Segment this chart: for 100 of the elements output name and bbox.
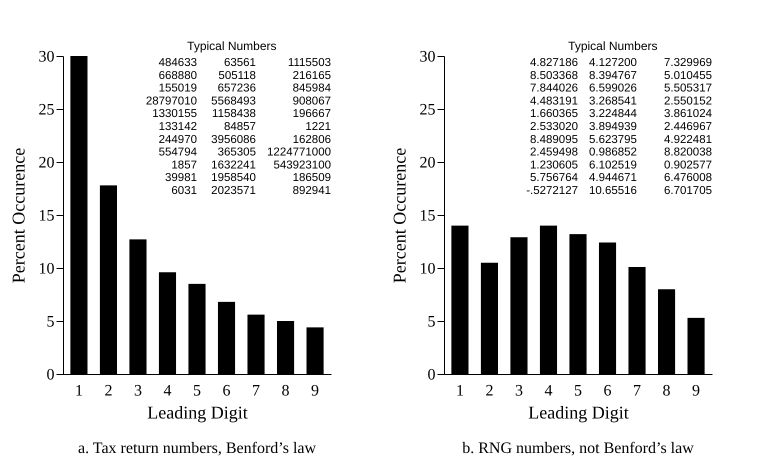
annotation: 84857 [224, 121, 256, 133]
text: b. RNG numbers, not Benford’s law [462, 440, 694, 457]
annotation: 3.861024 [664, 108, 713, 120]
annotation: 4.827186 [530, 57, 578, 69]
annotation: 186509 [292, 172, 331, 184]
y-tick-label: 5 [46, 314, 54, 330]
x-tick-label: 9 [692, 382, 700, 400]
y-tick-label: 30 [420, 48, 436, 66]
y-axis-title: Percent Occurence [8, 148, 28, 284]
annotation: 0.902577 [664, 159, 712, 172]
annotation: 3.894939 [588, 121, 637, 133]
annotation: 6031 [171, 185, 197, 197]
annotation: 3956086 [211, 134, 256, 146]
annotation: 543923100 [273, 159, 331, 172]
annotation: 8.820038 [664, 146, 712, 159]
annotation: 1632241 [211, 159, 256, 172]
annotation: 6.476008 [664, 172, 712, 184]
annotation: 554794 [158, 146, 198, 159]
annotation: 133142 [158, 121, 197, 133]
x-tick-label: 3 [134, 382, 142, 400]
x-tick-label: 2 [104, 382, 112, 400]
annotation: 5.756764 [530, 172, 579, 184]
annotation: 6.701705 [664, 185, 712, 197]
annotation: 2.459498 [530, 146, 578, 159]
y-tick-label: 20 [38, 154, 54, 172]
annotation: 657236 [218, 82, 256, 95]
y-tick-label: 10 [420, 260, 436, 278]
annotation: 244970 [158, 134, 197, 146]
x-tick-label: 9 [311, 382, 320, 400]
annotation: 845984 [292, 82, 332, 95]
x-axis-title: Leading Digit [528, 402, 629, 422]
annotation: 6.102519 [588, 159, 637, 172]
text: Typical Numbers [187, 39, 277, 53]
x-tick-label: 1 [74, 382, 83, 400]
text: a. Tax return numbers, Benford’s law [78, 440, 316, 457]
annotation: 3.224844 [588, 108, 638, 120]
annotation: 892941 [292, 185, 331, 197]
annotation: 1857 [171, 159, 197, 172]
y-axis-title: Percent Occurence [390, 148, 410, 284]
annotation: 162806 [292, 134, 331, 146]
annotation: 10.65516 [588, 185, 637, 197]
annotation: 5568493 [211, 95, 256, 108]
y-tick-label: 30 [38, 48, 54, 66]
annotation: 1.660365 [530, 108, 578, 120]
annotation: 2.533020 [530, 121, 578, 133]
x-tick-label: 1 [456, 382, 464, 400]
annotation: 4.944671 [588, 172, 637, 184]
annotation: 39981 [165, 172, 197, 184]
annotation: 4.483191 [530, 95, 578, 108]
annotation: 505118 [218, 70, 256, 82]
annotation: 365305 [218, 146, 256, 159]
annotation: 8.489095 [530, 134, 578, 146]
annotation: 2.550152 [664, 95, 712, 108]
annotation: 4.127200 [588, 57, 637, 69]
x-tick-label: 4 [544, 382, 552, 400]
annotation: 5.010455 [664, 70, 712, 82]
annotation: 1224771000 [267, 146, 331, 159]
annotation: 0.986852 [588, 146, 637, 159]
annotation: 28797010 [146, 95, 197, 108]
x-tick-label: 3 [514, 382, 523, 400]
x-tick-label: 6 [604, 382, 612, 400]
y-tick-label: 5 [428, 314, 436, 330]
y-tick-label: 25 [38, 102, 54, 118]
x-tick-label: 4 [163, 382, 172, 400]
y-tick-label: 15 [420, 208, 436, 224]
annotation: 3.268541 [588, 95, 637, 108]
annotation: 484633 [158, 57, 197, 69]
x-tick-label: 7 [633, 382, 642, 400]
annotation: 216165 [292, 70, 331, 82]
y-tick-label: 15 [38, 208, 54, 224]
annotation: -.5272127 [526, 185, 578, 197]
x-tick-label: 7 [252, 382, 260, 400]
annotation: 7.329969 [664, 57, 712, 69]
y-tick-label: 25 [420, 102, 436, 118]
y-tick-label: 0 [46, 366, 54, 384]
annotation: 2.446967 [664, 121, 712, 133]
x-tick-label: 8 [282, 382, 290, 400]
annotation: 4.922481 [664, 134, 712, 146]
annotation: 8.503368 [530, 70, 578, 82]
annotation: 1330155 [152, 108, 197, 120]
annotation: 196667 [292, 108, 331, 120]
x-axis-title: Leading Digit [147, 402, 248, 422]
annotation: 7.844026 [530, 82, 578, 95]
annotation: 1115503 [288, 57, 331, 69]
annotation: 668880 [158, 70, 197, 82]
x-tick-label: 8 [662, 382, 671, 400]
y-tick-label: 10 [38, 260, 54, 278]
annotation: 1221 [305, 121, 331, 133]
y-tick-label: 0 [428, 366, 436, 384]
annotation: 5.505317 [664, 82, 712, 95]
x-tick-label: 5 [193, 382, 201, 400]
annotation: 1.230605 [530, 159, 578, 172]
annotation: 63561 [224, 57, 256, 69]
annotation: 2023571 [211, 185, 256, 197]
annotation: 908067 [292, 95, 331, 108]
annotation: 5.623795 [588, 134, 637, 146]
x-tick-label: 5 [574, 382, 582, 400]
annotation: 1158438 [212, 108, 256, 120]
x-tick-label: 6 [222, 382, 231, 400]
y-tick-label: 20 [420, 154, 436, 172]
